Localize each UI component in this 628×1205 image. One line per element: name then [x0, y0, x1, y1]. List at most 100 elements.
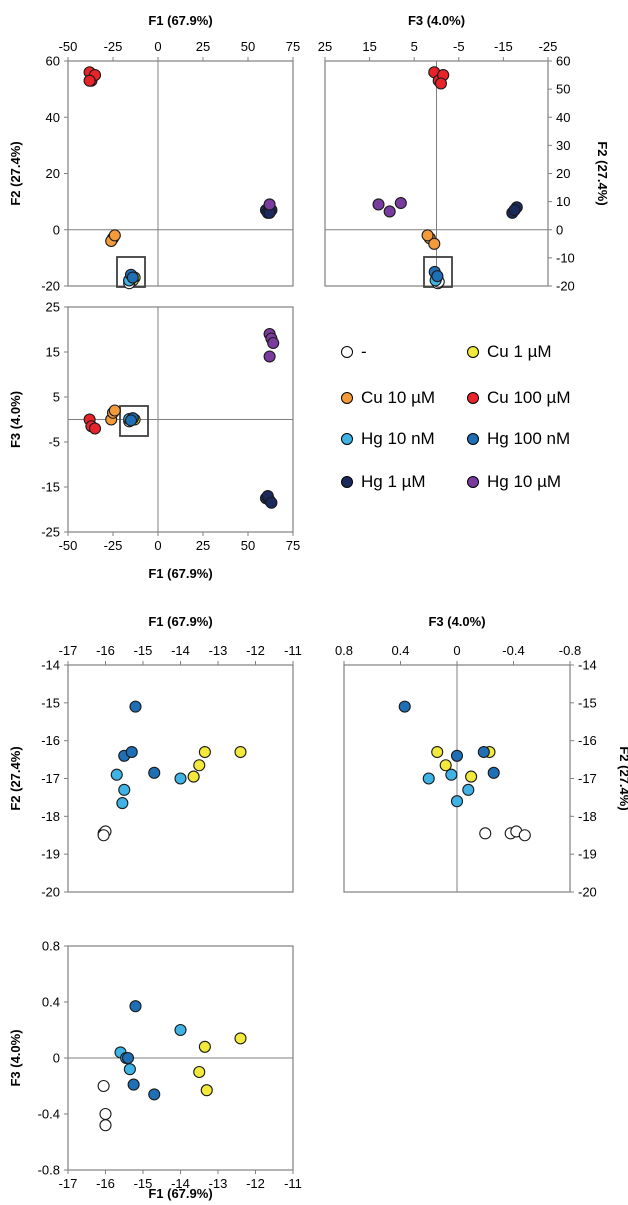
- x-tick-label: 0.4: [391, 643, 409, 658]
- legend-label: Cu 1 µM: [487, 342, 552, 361]
- legend-marker: [467, 346, 479, 358]
- y-tick-label: 20: [556, 166, 570, 181]
- y-tick-label: -17: [41, 771, 60, 786]
- series-group: [124, 268, 139, 284]
- y-axis-title: F3 (4.0%): [8, 1029, 23, 1086]
- chart-panel: 25 15 5 -5 -15 -25 -20 -10 0 10 20 30 40 50 60 F3 (4.0%…: [318, 13, 610, 294]
- y-tick-label: 60: [556, 54, 570, 69]
- x-tick-label: -17: [59, 1176, 78, 1191]
- legend-marker: [341, 433, 353, 445]
- data-point: [198, 745, 211, 759]
- data-point: [234, 1032, 247, 1045]
- data-point: [234, 745, 247, 759]
- data-point: [123, 1063, 136, 1076]
- data-point: [83, 74, 96, 87]
- data-point: [148, 1088, 161, 1101]
- y-tick-label: -15: [41, 480, 60, 495]
- legend-item: Hg 10 µM: [467, 472, 561, 492]
- zoom-region-box: [119, 405, 149, 437]
- y-tick-label: 15: [46, 345, 60, 360]
- data-point: [110, 768, 123, 781]
- y-tick-label: 5: [53, 390, 60, 405]
- legend-marker: [341, 346, 353, 358]
- y-tick-label: 0: [53, 1051, 60, 1066]
- y-tick-label: 60: [46, 54, 60, 69]
- x-tick-label: -25: [104, 538, 123, 553]
- legend-marker: [467, 476, 479, 488]
- y-tick-label: 20: [46, 166, 60, 181]
- x-tick-label: -13: [209, 643, 228, 658]
- x-tick-label: -15: [494, 39, 513, 54]
- data-point: [198, 1040, 211, 1053]
- data-point: [200, 1084, 213, 1097]
- series-group: [263, 198, 276, 211]
- series-group: [124, 412, 139, 427]
- x-tick-label: -25: [539, 39, 558, 54]
- legend-label: Hg 100 nM: [487, 429, 571, 448]
- y-axis-title: F3 (4.0%): [8, 391, 23, 448]
- x-tick-label: -17: [59, 643, 78, 658]
- data-point: [422, 772, 435, 785]
- x-tick-label: -13: [209, 1176, 228, 1191]
- y-tick-label: 40: [46, 110, 60, 125]
- y-tick-label: -0.8: [38, 1163, 60, 1178]
- x-tick-label: -25: [104, 39, 123, 54]
- x-tick-label: 25: [196, 538, 210, 553]
- data-point: [479, 827, 492, 840]
- legend: - Cu 1 µM Cu 10 µM Cu 100 µM Hg 10 nM Hg…: [336, 342, 616, 502]
- y-axis-title: F2 (27.4%): [617, 746, 628, 810]
- x-tick-label: 15: [362, 39, 376, 54]
- data-point: [108, 229, 121, 242]
- data-point: [431, 745, 444, 759]
- series-group: [114, 1023, 187, 1076]
- data-point: [267, 336, 280, 350]
- series-group: [193, 1032, 247, 1097]
- series-group: [83, 66, 102, 87]
- x-tick-label: -14: [171, 1176, 190, 1191]
- x-tick-label: -12: [246, 643, 265, 658]
- x-axis-title: F1 (67.9%): [148, 614, 212, 629]
- data-point: [118, 783, 131, 796]
- x-axis-title: F1 (67.9%): [148, 13, 212, 28]
- legend-item: Hg 1 µM: [341, 472, 426, 492]
- y-tick-label: -20: [556, 279, 575, 294]
- x-tick-label: 75: [286, 39, 300, 54]
- x-axis-title: F3 (4.0%): [428, 614, 485, 629]
- y-tick-label: 10: [556, 194, 570, 209]
- x-tick-label: -15: [134, 643, 153, 658]
- legend-label: Hg 10 nM: [361, 429, 435, 448]
- legend-label: -: [361, 342, 367, 361]
- data-point: [439, 759, 452, 772]
- y-tick-label: -20: [41, 885, 60, 900]
- y-tick-label: 0: [556, 222, 563, 237]
- series-group: [105, 404, 121, 426]
- legend-item: Cu 10 µM: [341, 388, 435, 408]
- x-tick-label: 50: [241, 39, 255, 54]
- x-tick-label: 0.8: [335, 643, 353, 658]
- y-tick-label: 0.4: [42, 995, 60, 1010]
- data-point: [116, 797, 129, 810]
- y-axis-title: F2 (27.4%): [8, 141, 23, 205]
- data-point: [372, 198, 385, 211]
- x-axis-title: F3 (4.0%): [408, 13, 465, 28]
- series-group: [97, 825, 112, 842]
- y-tick-label: 25: [46, 300, 60, 315]
- legend-item: Cu 100 µM: [467, 388, 571, 408]
- series-group: [121, 1000, 161, 1101]
- series-group: [97, 1079, 112, 1132]
- x-tick-label: 0: [154, 538, 161, 553]
- data-point: [193, 1065, 206, 1079]
- x-tick-label: 0: [453, 643, 460, 658]
- y-tick-label: -20: [41, 279, 60, 294]
- legend-item: -: [341, 342, 367, 362]
- data-point: [394, 196, 407, 210]
- series-group: [259, 489, 278, 509]
- series-group: [105, 229, 121, 248]
- data-point: [383, 205, 396, 218]
- series-group: [187, 745, 247, 783]
- chart-panel: -17 -16 -15 -14 -13 -12 -11 -0.8 -0.4 0 0.4 0.8 F1 (…: [8, 939, 302, 1202]
- data-point: [174, 772, 187, 785]
- y-tick-label: -17: [578, 771, 597, 786]
